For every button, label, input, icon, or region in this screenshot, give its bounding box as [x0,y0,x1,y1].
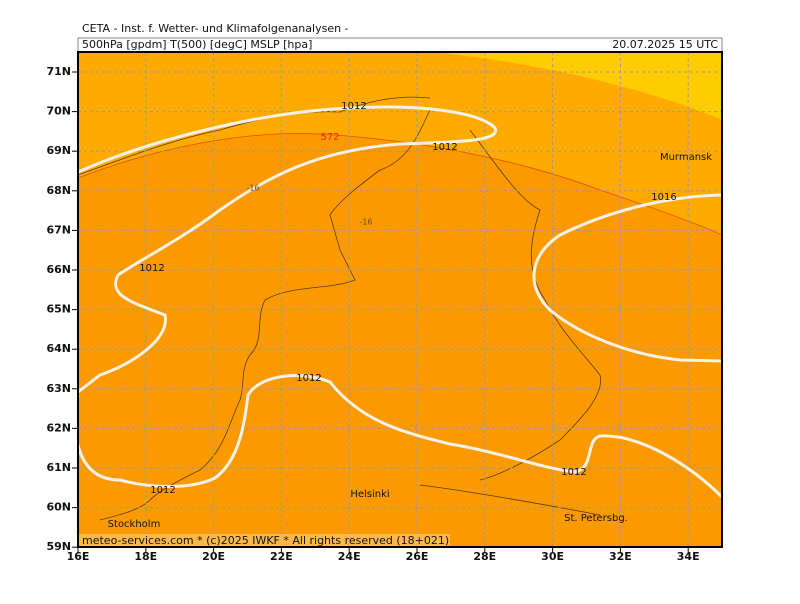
isobar [78,374,722,499]
contour-label: 1012 [341,101,366,112]
lon-label: 32E [609,550,632,563]
lat-label: 69N [46,144,71,157]
contour-label: 1012 [150,485,175,496]
lon-label: 34E [677,550,700,563]
place-label: St. Petersbg. [564,513,628,524]
lon-label: 18E [134,550,157,563]
lon-label: 22E [270,550,293,563]
lat-label: 70N [46,105,71,118]
contour-label: 1012 [432,142,457,153]
lat-label: 71N [46,65,71,78]
lon-label: 16E [67,550,90,563]
lat-label: 60N [46,501,71,514]
footer-strip [78,534,450,547]
frame [77,51,723,548]
contour-label: 1016 [651,192,676,203]
lat-label: 66N [46,263,71,276]
lat-label: 59N [46,540,71,553]
height-label: 572 [320,132,339,143]
place-label: Helsinki [350,489,389,500]
place-label: Murmansk [660,152,712,163]
map-title: CETA - Inst. f. Wetter- und Klimafolgena… [82,22,349,35]
isobar [532,193,722,363]
footer: meteo-services.com * (c)2025 IWKF * All … [82,534,449,547]
fields-label: 500hPa [gpdm] T(500) [degC] MSLP [hpa] [82,38,312,51]
plot-area [78,52,722,547]
lat-label: 63N [46,382,71,395]
lat-label: 64N [46,342,71,355]
place-label: Stockholm [108,519,161,530]
contour-label: 1012 [139,263,164,274]
contour-label: 1012 [296,373,321,384]
lat-label: 68N [46,184,71,197]
valid-time: 20.07.2025 15 UTC [612,38,718,51]
contour-label: 1012 [561,467,586,478]
temperature-label: -16 [359,218,372,227]
field-warm [430,52,722,120]
lat-label: 67N [46,223,71,236]
lon-label: 24E [338,550,361,563]
isobar [78,105,497,394]
lon-label: 26E [406,550,429,563]
lon-label: 30E [541,550,564,563]
lat-label: 62N [46,421,71,434]
lon-label: 20E [202,550,225,563]
lat-label: 65N [46,303,71,316]
lon-label: 28E [473,550,496,563]
lat-label: 61N [46,461,71,474]
temperature-label: -16 [246,184,259,193]
